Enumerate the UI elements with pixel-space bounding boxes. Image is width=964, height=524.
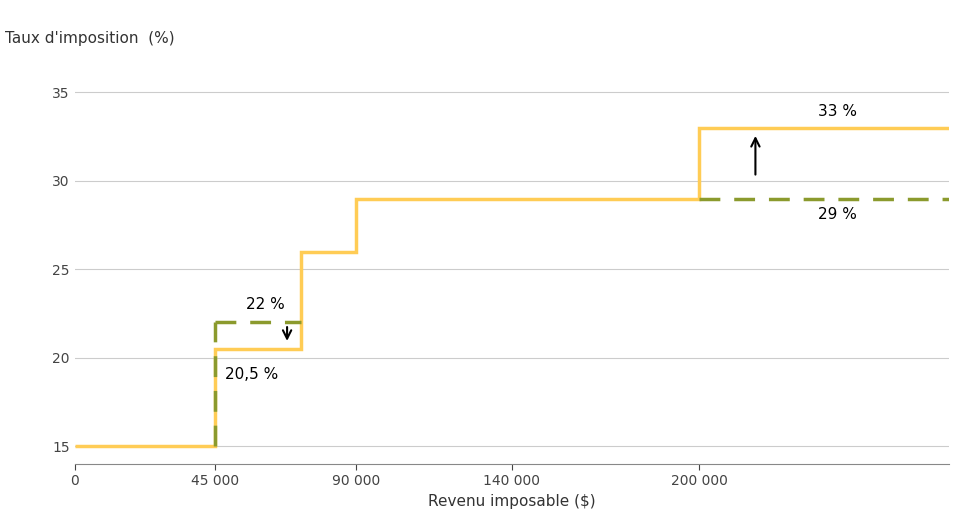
Text: Taux d'imposition  (%): Taux d'imposition (%) [5,31,174,46]
Text: 33 %: 33 % [817,104,857,119]
X-axis label: Revenu imposable ($): Revenu imposable ($) [428,494,596,509]
Text: 20,5 %: 20,5 % [225,367,278,381]
Text: 22 %: 22 % [247,297,285,312]
Text: 29 %: 29 % [817,208,857,223]
